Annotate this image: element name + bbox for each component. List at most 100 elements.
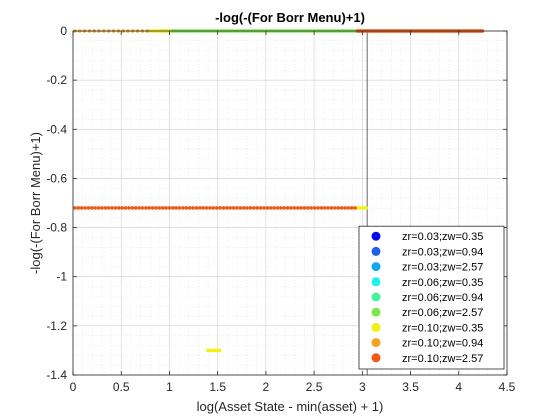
data-point [181, 206, 185, 210]
data-point [133, 206, 138, 210]
y-tick-label: -0.6 [46, 171, 67, 185]
y-tick-label: -1.4 [46, 368, 67, 382]
legend-entry: zr=0.03;zw=0.35 [402, 231, 483, 243]
x-tick-label: 4.5 [499, 380, 516, 394]
legend-marker [371, 277, 381, 287]
data-point [252, 206, 256, 210]
legend-marker [371, 307, 381, 317]
plot-frame [72, 30, 508, 376]
legend-entry: zr=0.03;zw=2.57 [402, 262, 483, 274]
data-point [312, 206, 317, 210]
data-point [241, 206, 246, 210]
legend-marker [371, 292, 381, 302]
data-point [144, 206, 148, 210]
data-point [90, 206, 94, 210]
x-axis-ticks: 0 0.5 1 1.5 2 2.5 3 3.5 4 4.5 [70, 31, 516, 394]
data-point [364, 206, 368, 210]
data-point [292, 206, 297, 210]
legend-marker [371, 246, 381, 256]
data-point [306, 206, 310, 210]
data-point [299, 206, 303, 210]
data-point [93, 206, 97, 210]
legend: zr=0.03;zw=0.35 zr=0.03;zw=0.94 zr=0.03;zw… [358, 225, 505, 370]
legend-entry: zr=0.06;zw=2.57 [402, 307, 483, 319]
legend-entry: zr=0.10;zw=0.35 [402, 322, 483, 334]
data-point [218, 206, 222, 210]
data-point [361, 206, 366, 210]
data-point [130, 206, 135, 210]
x-tick-label: 4 [455, 380, 462, 394]
x-tick-label: 1 [166, 380, 173, 394]
data-point [322, 206, 327, 210]
y-tick-label: -1.2 [46, 319, 67, 333]
data-point [245, 206, 249, 210]
y-axis-label: -log(-(For Borr Menu)+1) [28, 132, 43, 274]
data-point [73, 206, 77, 210]
x-tick-label: 1.5 [209, 380, 226, 394]
x-tick-label: 0.5 [113, 380, 130, 394]
data-point [309, 206, 314, 210]
data-point [127, 206, 131, 210]
data-point [208, 206, 212, 210]
data-point [157, 206, 162, 210]
data-point [231, 206, 236, 210]
data-point [164, 206, 168, 210]
data-point [358, 206, 363, 210]
y-tick-label: -0.2 [46, 73, 67, 87]
data-point [211, 206, 216, 210]
data-point [258, 206, 263, 210]
data-point [289, 206, 293, 210]
data-point [302, 206, 307, 210]
legend-entry: zr=0.10;zw=2.57 [402, 353, 483, 365]
data-point [272, 206, 276, 210]
data-point [339, 206, 344, 210]
data-point [238, 206, 243, 210]
x-tick-label: 2 [263, 380, 270, 394]
data-point [319, 206, 324, 210]
data-point [191, 206, 195, 210]
x-axis-label: log(Asset State - min(asset) + 1) [197, 399, 384, 414]
data-point [117, 206, 121, 210]
data-point [120, 206, 124, 210]
data-point [160, 206, 165, 210]
data-point [123, 206, 128, 210]
data-point [353, 206, 357, 210]
data-point [198, 206, 202, 210]
data-point [154, 206, 158, 210]
data-point [147, 206, 151, 210]
data-point [282, 206, 287, 210]
data-point [83, 206, 87, 210]
data-point [137, 206, 141, 210]
data-point [346, 206, 351, 210]
data-point [214, 206, 219, 210]
data-point [285, 206, 290, 210]
data-point [336, 206, 341, 210]
data-point [110, 206, 114, 210]
data-point [343, 206, 347, 210]
data-point [100, 206, 104, 210]
y-tick-label: 0 [60, 24, 67, 38]
data-point [221, 206, 226, 210]
legend-marker [371, 322, 381, 332]
data-point [295, 206, 300, 210]
data-point [255, 206, 260, 210]
data-point [113, 206, 118, 210]
data-point [265, 206, 270, 210]
data-point [201, 206, 205, 210]
data-point [329, 206, 334, 210]
legend-box [358, 225, 505, 370]
legend-entry: zr=0.06;zw=0.94 [402, 292, 483, 304]
y-tick-label: -0.4 [46, 122, 67, 136]
data-point [217, 348, 222, 353]
data-point [228, 206, 232, 210]
data-point [275, 206, 280, 210]
x-tick-label: 2.5 [306, 380, 323, 394]
data-point [106, 206, 111, 210]
legend-entry: zr=0.10;zw=0.94 [402, 338, 483, 350]
data-point [204, 206, 209, 210]
data-point [177, 206, 182, 210]
data-point [225, 206, 229, 210]
data-point [194, 206, 199, 210]
data-point [96, 206, 101, 210]
data-point [76, 206, 81, 210]
